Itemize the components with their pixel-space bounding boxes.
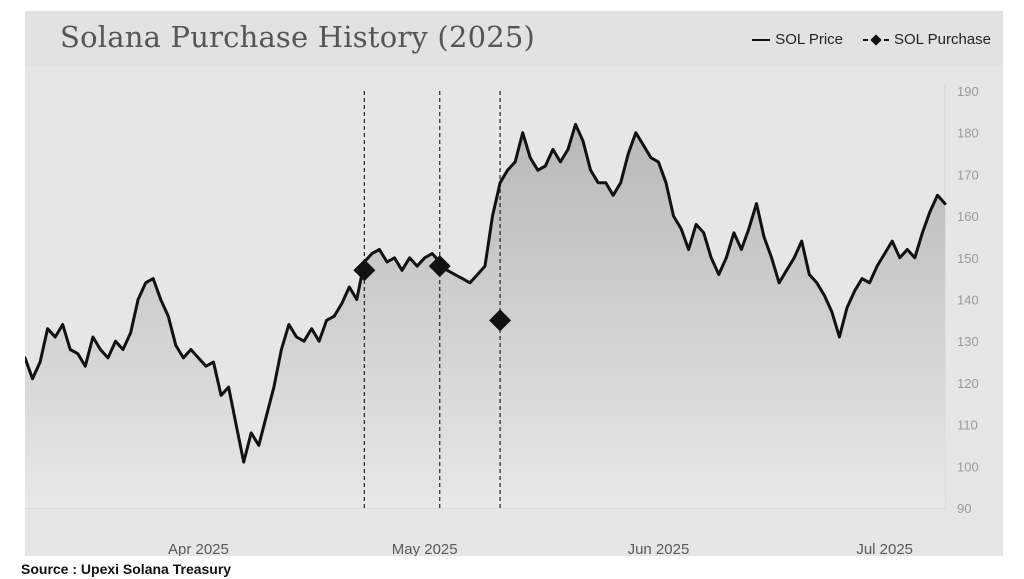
price-area-fill: [25, 124, 945, 509]
legend-item-price: SOL Price: [752, 31, 843, 48]
chart-header: Solana Purchase History (2025) SOL Price…: [25, 11, 1003, 66]
x-tick-label: Jun 2025: [628, 541, 690, 556]
chart-title: Solana Purchase History (2025): [60, 20, 536, 54]
y-tick-label: 190: [957, 84, 979, 99]
chart-frame: Solana Purchase History (2025) SOL Price…: [25, 11, 1003, 556]
chart-legend: SOL Price SOL Purchase: [732, 31, 991, 48]
line-swatch-icon: [752, 38, 771, 41]
purchase-marker-1: [428, 255, 451, 278]
y-tick-label: 170: [957, 167, 979, 182]
y-tick-label: 150: [957, 251, 979, 266]
x-tick-label: Jul 2025: [856, 541, 913, 556]
y-tick-label: 160: [957, 209, 979, 224]
price-series-line: [25, 122, 947, 464]
source-note: Source : Upexi Solana Treasury: [21, 561, 232, 577]
purchase-marker-2: [489, 309, 512, 332]
legend-label-purchase: SOL Purchase: [894, 31, 991, 48]
price-chart: 90 100 110 120 130 140 150 160 170 180 190 Apr 2025…: [25, 83, 979, 556]
legend-item-purchase: SOL Purchase: [863, 31, 991, 48]
y-tick-label: 180: [957, 126, 979, 141]
dash-swatch-icon: [884, 38, 889, 41]
y-tick-label: 100: [957, 459, 979, 474]
y-tick-label: 110: [957, 418, 978, 433]
diamond-marker-icon: [870, 33, 882, 46]
x-tick-label: May 2025: [392, 541, 458, 556]
dash-swatch-icon: [863, 38, 868, 41]
y-tick-label: 140: [957, 293, 979, 308]
y-tick-label: 90: [957, 501, 971, 516]
x-tick-label: Apr 2025: [168, 541, 229, 556]
y-tick-label: 120: [957, 376, 979, 391]
purchase-marker-0: [353, 259, 376, 282]
y-tick-label: 130: [957, 334, 979, 349]
legend-label-price: SOL Price: [775, 31, 843, 48]
